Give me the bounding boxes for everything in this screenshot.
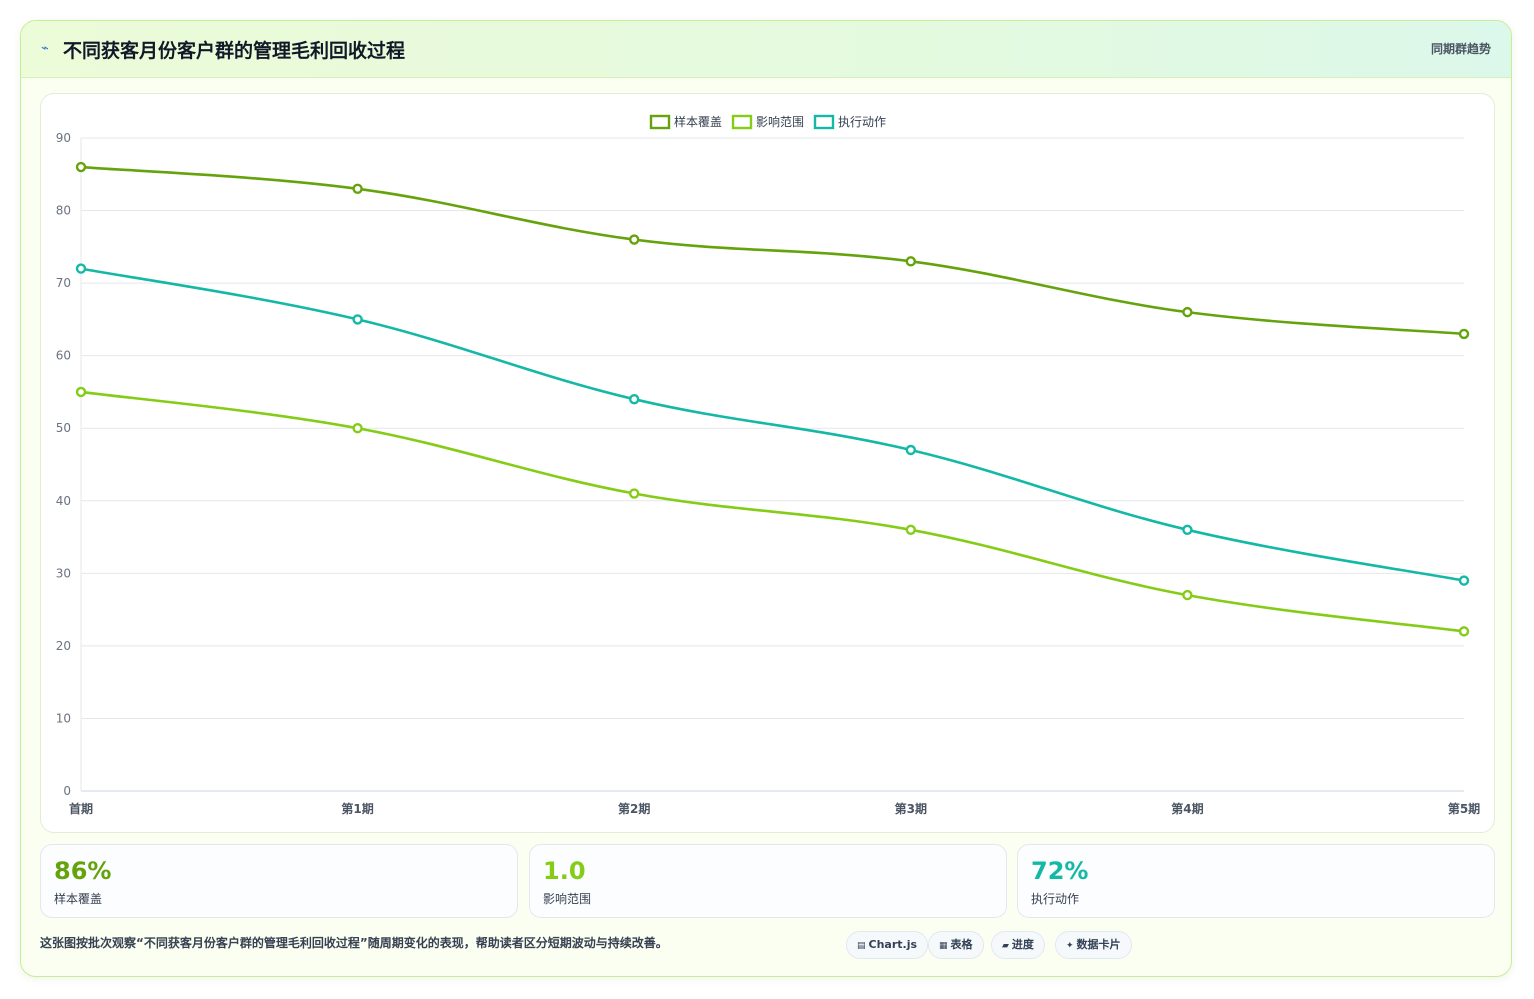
y-tick-label: 60 [56, 349, 71, 363]
data-point [629, 234, 640, 245]
series-line-3 [80, 267, 1465, 582]
legend-swatch [813, 114, 835, 130]
x-tick-label: 第1期 [341, 801, 373, 816]
chip-table[interactable]: ▦ 表格 [928, 931, 984, 959]
chip-label: Chart.js [868, 938, 918, 951]
stat-label: 样本覆盖 [54, 892, 103, 906]
data-point [352, 183, 363, 194]
chip-chartjs[interactable]: ▤ Chart.js [846, 931, 929, 959]
x-tick-label: 第3期 [895, 801, 927, 816]
legend-label: 影响范围 [756, 114, 804, 129]
stat-label: 影响范围 [543, 892, 592, 906]
x-tick-label: 第4期 [1171, 801, 1203, 816]
series-line-1 [80, 165, 1465, 336]
data-point [1458, 575, 1470, 586]
data-point [905, 524, 916, 535]
line-chart-panel: 0 10 20 30 40 50 60 70 80 90 首期 第1期 第2期 第3期 第4期 第5期 样本覆盖… [40, 93, 1495, 833]
stat-label: 执行动作 [1031, 892, 1080, 906]
stat-card-coverage: 86% 样本覆盖 [40, 844, 518, 918]
legend-label: 执行动作 [838, 115, 886, 129]
x-tick-label: 第2期 [618, 801, 650, 816]
cohort-trend-tag: 同期群趋势 [1430, 42, 1491, 56]
y-tick-label: 40 [56, 494, 71, 508]
y-tick-label: 90 [56, 131, 71, 145]
chip-label: 进度 [1011, 938, 1034, 951]
data-point [352, 314, 363, 325]
chart-icon: ▤ [857, 941, 866, 951]
data-point [629, 394, 640, 405]
chip-data-card[interactable]: ✦ 数据卡片 [1055, 931, 1132, 959]
y-tick-label: 50 [56, 421, 71, 435]
card-header: ⌁ 不同获客月份客户群的管理毛利回收过程 同期群趋势 [21, 21, 1511, 78]
data-point [352, 423, 363, 434]
chart-card: ⌁ 不同获客月份客户群的管理毛利回收过程 同期群趋势 0 10 20 30 40 50 60… [20, 20, 1512, 977]
chip-label: 数据卡片 [1076, 938, 1121, 951]
legend-label: 样本覆盖 [674, 114, 722, 129]
data-point [75, 161, 87, 173]
stat-card-action: 72% 执行动作 [1017, 844, 1495, 918]
x-tick-label: 第5期 [1448, 801, 1480, 816]
stat-cards: 86% 样本覆盖 1.0 影响范围 72% 执行动作 [40, 844, 1495, 918]
stat-value: 72% [1031, 857, 1089, 885]
bolt-icon: ⌁ [41, 41, 49, 56]
data-point [1458, 328, 1470, 340]
legend-swatch [649, 114, 671, 130]
y-tick-label: 70 [56, 276, 71, 290]
legend-swatch [731, 114, 753, 130]
progress-icon: ▰ [1002, 941, 1009, 951]
stat-value: 86% [54, 857, 112, 885]
data-point [1182, 589, 1193, 601]
table-icon: ▦ [939, 941, 948, 951]
y-tick-label: 80 [56, 204, 71, 218]
x-tick-label: 首期 [69, 801, 93, 816]
data-point [629, 488, 640, 499]
data-point [1458, 626, 1470, 637]
sparkle-icon: ✦ [1066, 941, 1074, 951]
chip-label: 表格 [950, 938, 973, 951]
data-point [1182, 524, 1193, 535]
series-line-2 [80, 390, 1465, 633]
y-tick-label: 20 [56, 639, 71, 653]
chart-title: 不同获客月份客户群的管理毛利回收过程 [63, 40, 406, 62]
data-point [75, 263, 87, 274]
y-tick-label: 30 [56, 566, 71, 580]
y-tick-label: 10 [56, 711, 71, 725]
chip-progress[interactable]: ▰ 进度 [991, 931, 1045, 959]
data-point [905, 444, 916, 456]
data-point [75, 386, 87, 398]
line-chart: 0 10 20 30 40 50 60 70 80 90 首期 第1期 第2期 第3期 第4期 第5期 样本覆盖… [56, 114, 1480, 816]
data-point [1182, 306, 1193, 318]
y-tick-label: 0 [63, 784, 71, 798]
data-point [905, 256, 916, 267]
stat-value: 1.0 [543, 857, 586, 885]
stat-card-impact: 1.0 影响范围 [529, 844, 1007, 918]
chart-description: 这张图按批次观察“不同获客月份客户群的管理毛利回收过程”随周期变化的表现，帮助读… [40, 936, 668, 950]
